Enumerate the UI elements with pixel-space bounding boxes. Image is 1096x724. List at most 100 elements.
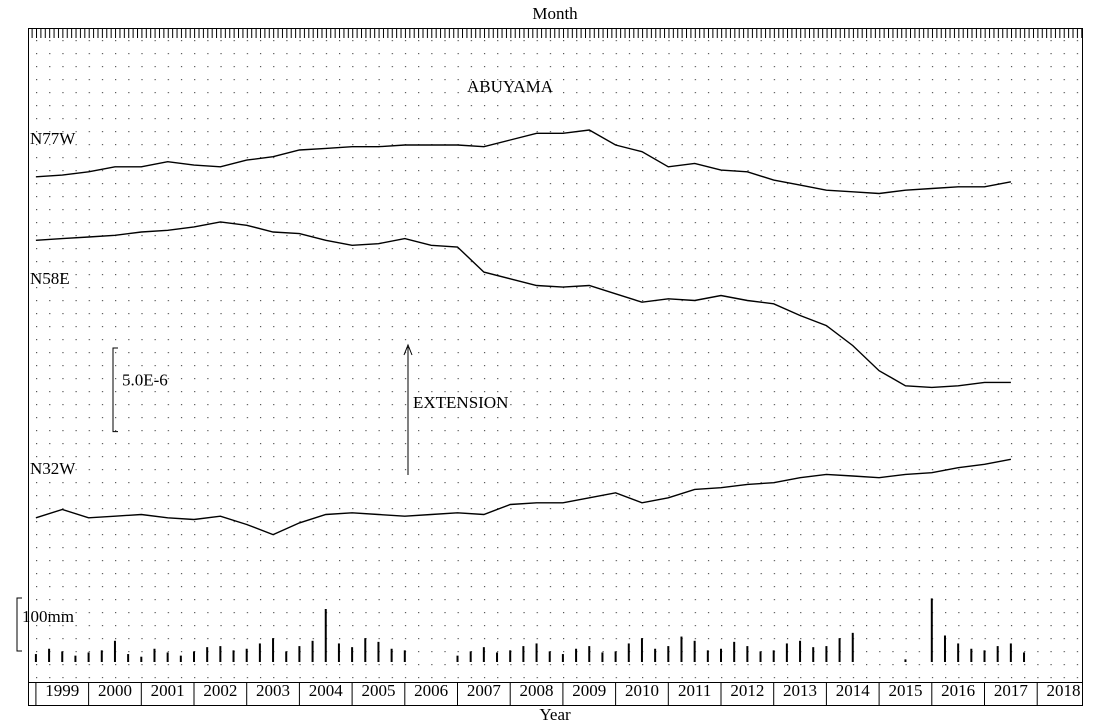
rain-bar (812, 647, 815, 662)
rain-bar (614, 651, 617, 662)
rain-bar (219, 646, 222, 662)
rain-bar (272, 638, 275, 662)
strain-line (35, 458, 1012, 536)
x-tick-label: 2015 (888, 681, 922, 700)
rain-bar (627, 643, 630, 662)
rain-bar (153, 648, 156, 662)
x-tick-label: 1999 (45, 681, 79, 700)
rain-bar (337, 643, 340, 662)
x-tick-label: 2003 (256, 681, 290, 700)
rain-bar (509, 650, 512, 662)
x-tick-label: 2018 (1047, 681, 1081, 700)
plot-frame (28, 28, 1083, 706)
rain-bar (904, 659, 907, 662)
x-tick-label: 2006 (414, 681, 448, 700)
rain-bar (377, 641, 380, 662)
rain-bar (179, 655, 182, 662)
dotted-grid (28, 40, 1082, 680)
rain-bar (667, 646, 670, 662)
extension-arrowhead (403, 343, 413, 356)
rain-bar (34, 654, 37, 662)
rain-bar (351, 647, 354, 662)
x-tick-label: 2017 (994, 681, 1029, 700)
x-tick-label: 2000 (98, 681, 132, 700)
rain-bar (140, 656, 143, 662)
rain-bar (772, 650, 775, 662)
rain-bar (996, 646, 999, 662)
rain-bar (535, 643, 538, 662)
chart-title: ABUYAMA (467, 77, 554, 96)
rain-bar (957, 643, 960, 662)
top-label: Month (532, 4, 578, 23)
x-tick-label: 2001 (151, 681, 185, 700)
rain-bar (825, 646, 828, 662)
rain-bar (785, 643, 788, 662)
rain-bar (561, 654, 564, 662)
rain-bar (1009, 643, 1012, 662)
x-tick-label: 2005 (361, 681, 395, 700)
rain-bar (851, 632, 854, 662)
scale-bar-label: 5.0E-6 (122, 370, 168, 389)
rain-bar (575, 648, 578, 662)
rain-bar (601, 652, 604, 662)
rain-bar (74, 655, 77, 662)
rain-bar (456, 655, 459, 662)
series-label: N58E (30, 269, 70, 288)
rain-bar (193, 651, 196, 662)
rain-scale-label: 100mm (22, 607, 74, 626)
scale-bar (112, 347, 118, 433)
x-tick-label: 2016 (941, 681, 975, 700)
x-tick-label: 2008 (520, 681, 554, 700)
rain-bar (970, 648, 973, 662)
rain-bar (654, 648, 657, 662)
x-tick-label: 2012 (730, 681, 764, 700)
rain-bar (588, 646, 591, 662)
rain-bar (48, 648, 51, 662)
rain-bar (87, 652, 90, 662)
x-axis-label: Year (539, 705, 571, 724)
rain-bar (496, 652, 499, 662)
month-ticks (28, 28, 1082, 38)
x-tick-label: 2014 (836, 681, 871, 700)
rain-bar (943, 635, 946, 662)
x-tick-label: 2010 (625, 681, 659, 700)
rain-bar (298, 646, 301, 662)
rain-bar (720, 648, 723, 662)
rain-bar (693, 640, 696, 662)
x-tick-label: 2004 (309, 681, 344, 700)
rain-bar (403, 650, 406, 662)
series-label: N32W (30, 459, 76, 478)
rain-bar (838, 638, 841, 662)
rain-bar (746, 646, 749, 662)
x-tick-label: 2007 (467, 681, 502, 700)
rain-bar (640, 638, 643, 662)
rain-bar (127, 654, 130, 662)
rain-bar (100, 650, 103, 662)
rain-bar (706, 650, 709, 662)
rain-bar (258, 643, 261, 662)
rain-bar (522, 646, 525, 662)
rain-bar (232, 650, 235, 662)
x-tick-label: 2013 (783, 681, 817, 700)
rain-bar (680, 636, 683, 662)
rain-bar (733, 641, 736, 662)
x-tick-label: 2009 (572, 681, 606, 700)
rain-bar (390, 648, 393, 662)
rain-scale-bar (16, 597, 22, 652)
rain-bar (364, 638, 367, 662)
annotation: EXTENSION (413, 393, 508, 412)
rain-bar (166, 652, 169, 662)
rain-bar (469, 651, 472, 662)
x-tick-label: 2011 (678, 681, 711, 700)
rain-bar (759, 651, 762, 662)
rain-bar (285, 651, 288, 662)
strain-line (35, 221, 1011, 389)
strain-line (35, 129, 1012, 195)
rain-bar (245, 648, 248, 662)
rain-bar (206, 647, 209, 662)
rain-bar (482, 647, 485, 662)
rain-bar (983, 650, 986, 662)
rain-bar (930, 598, 933, 662)
rain-bar (324, 609, 327, 662)
